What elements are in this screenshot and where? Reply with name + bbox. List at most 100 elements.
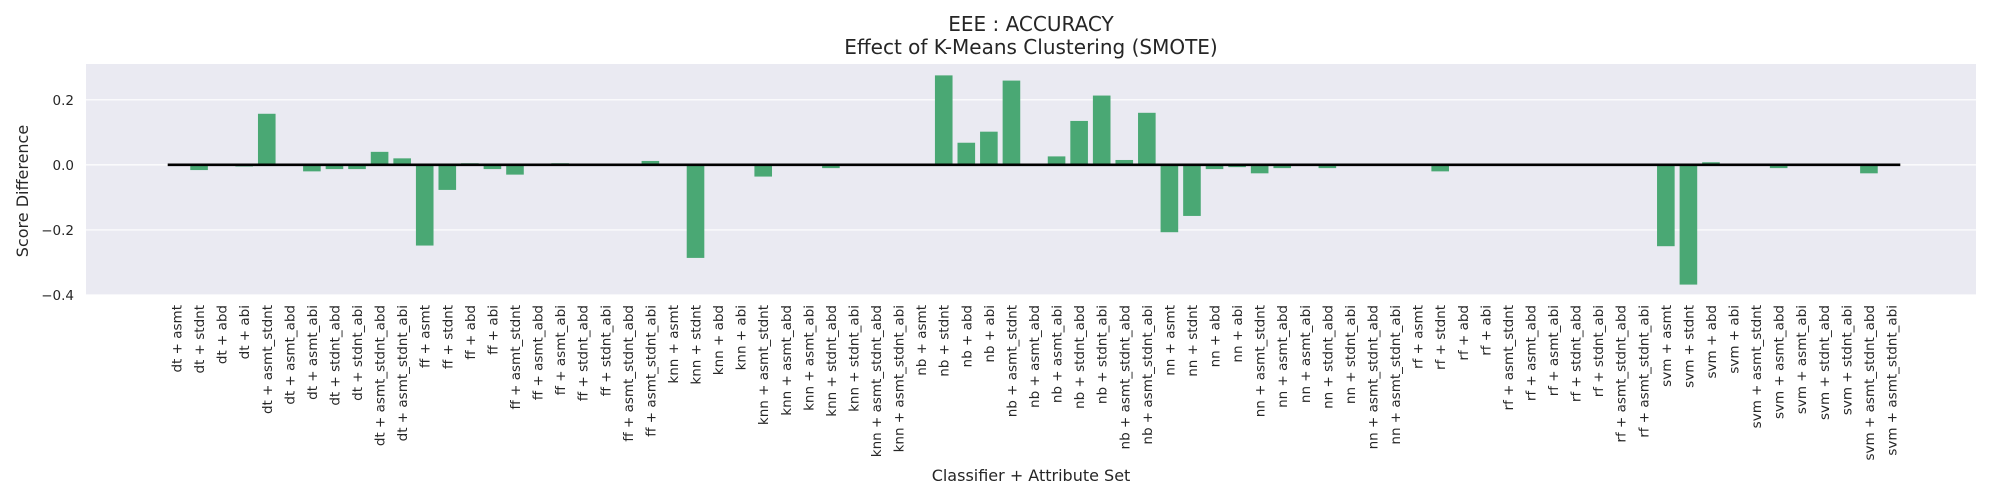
x-tick-label: rf + asmt_stdnt_abd — [1614, 305, 1630, 443]
x-tick-label: dt + abi — [237, 305, 253, 359]
x-tick-label: nn + asmt_stdnt_abi — [1388, 305, 1404, 445]
x-tick-labels: dt + asmt dt + stdnt dt + abd dt + abi dt + … — [170, 305, 1901, 460]
x-axis-label: Classifier + Attribute Set — [932, 466, 1131, 485]
bar — [438, 164, 457, 190]
x-tick-label: nn + abd — [1208, 305, 1224, 367]
x-tick-label: ff + stdnt_abi — [598, 305, 614, 396]
x-tick-label: knn + asmt_stdnt_abi — [892, 305, 908, 452]
x-tick-label: rf + abd — [1456, 305, 1472, 361]
x-tick-label: nn + asmt — [1162, 305, 1178, 376]
y-tick-labels: −0.4 −0.2 0.0 0.2 — [41, 93, 74, 304]
bar — [1657, 164, 1675, 247]
x-tick-label: rf + asmt_abd — [1523, 305, 1539, 401]
x-tick-label: svm + asmt_stdnt_abi — [1885, 305, 1901, 456]
x-tick-label: dt + asmt — [170, 305, 186, 373]
x-tick-label: dt + stdnt_abi — [350, 305, 366, 401]
x-tick-label: ff + abi — [485, 305, 501, 355]
bar — [1183, 164, 1201, 216]
x-tick-label: rf + asmt — [1411, 305, 1427, 369]
x-tick-label: nb + asmt_stdnt — [1004, 305, 1020, 417]
x-tick-label: knn + stdnt_abi — [846, 305, 862, 412]
y-tick-label: 0.2 — [53, 93, 74, 109]
bar — [348, 164, 366, 170]
bar — [1160, 164, 1179, 233]
bar — [1138, 112, 1156, 165]
x-tick-label: dt + stdnt_abd — [327, 305, 343, 406]
x-tick-label: knn + asmt_abi — [801, 305, 817, 411]
x-tick-label: dt + asmt_abi — [305, 305, 321, 400]
x-tick-label: dt + asmt_abd — [282, 305, 298, 405]
x-tick-label: svm + asmt_stdnt_abd — [1862, 305, 1878, 460]
x-tick-label: ff + asmt_stdnt_abi — [643, 305, 659, 437]
bar — [1679, 164, 1698, 285]
bar — [1115, 159, 1134, 165]
x-tick-label: nb + asmt_stdnt_abd — [1117, 305, 1133, 449]
y-tick-label: −0.4 — [41, 288, 74, 304]
x-tick-label: rf + asmt_stdnt — [1501, 305, 1517, 410]
bar — [1431, 164, 1449, 172]
x-tick-label: knn + asmt_stdnt — [756, 305, 772, 425]
x-tick-label: ff + stdnt_abd — [576, 305, 592, 401]
x-tick-label: rf + asmt_abi — [1546, 305, 1562, 396]
x-tick-label: dt + asmt_stdnt_abi — [395, 305, 411, 441]
bar — [506, 164, 524, 175]
x-tick-label: nn + stdnt_abi — [1343, 305, 1359, 404]
x-tick-label: nn + asmt_abi — [1298, 305, 1314, 403]
bar — [415, 164, 434, 246]
x-tick-label: knn + stdnt — [689, 305, 705, 385]
bar — [1002, 80, 1021, 165]
bar — [1205, 164, 1224, 170]
bar — [190, 164, 208, 171]
x-tick-label: dt + abd — [215, 305, 231, 364]
bar — [754, 164, 773, 177]
x-tick-label: rf + asmt_stdnt_abi — [1636, 305, 1652, 438]
bar — [1273, 164, 1292, 169]
x-tick-label: nb + asmt_stdnt_abi — [1140, 305, 1156, 445]
bars — [190, 75, 1878, 285]
bar — [980, 131, 998, 165]
bar — [641, 160, 660, 165]
x-tick-label: svm + asmt — [1659, 305, 1675, 387]
x-tick-label: rf + stdnt_abd — [1569, 305, 1585, 402]
bar — [1250, 164, 1269, 174]
x-tick-label: svm + asmt_abd — [1772, 305, 1788, 419]
x-tick-label: ff + asmt_stdnt — [508, 305, 524, 409]
x-tick-label: ff + asmt_abd — [531, 305, 547, 400]
bar — [957, 142, 976, 165]
x-tick-label: svm + stdnt_abd — [1817, 305, 1833, 420]
bar — [325, 164, 344, 170]
x-tick-label: ff + stdnt — [440, 305, 456, 369]
bar — [1092, 95, 1111, 165]
bar — [257, 113, 276, 165]
x-tick-label: nn + asmt_stdnt_abd — [1365, 305, 1381, 449]
x-tick-label: ff + asmt_stdnt_abd — [621, 305, 637, 442]
bar — [393, 158, 411, 165]
x-tick-label: nb + abi — [982, 305, 998, 363]
bar — [686, 164, 705, 258]
x-tick-label: ff + abd — [463, 305, 479, 360]
x-tick-label: nn + asmt_abd — [1275, 305, 1291, 408]
bar — [370, 151, 389, 165]
x-tick-label: svm + asmt_stdnt — [1749, 305, 1765, 428]
x-tick-label: nb + asmt_abd — [1027, 305, 1043, 408]
chart-subtitle: Effect of K-Means Clustering (SMOTE) — [844, 35, 1217, 59]
x-tick-label: dt + asmt_stdnt_abd — [373, 305, 389, 446]
x-tick-label: dt + stdnt — [192, 305, 208, 374]
x-tick-label: dt + asmt_stdnt — [260, 305, 276, 414]
x-tick-label: knn + stdnt_abd — [824, 305, 840, 417]
x-tick-label: ff + asmt — [418, 305, 434, 368]
bar — [1047, 156, 1066, 165]
x-tick-label: nn + asmt_stdnt — [1253, 305, 1269, 417]
x-tick-label: nn + abi — [1230, 305, 1246, 363]
bar — [1702, 162, 1720, 165]
x-tick-label: svm + stdnt_abi — [1839, 305, 1855, 415]
x-tick-label: ff + asmt_abi — [553, 305, 569, 395]
x-tick-label: svm + asmt_abi — [1794, 305, 1810, 414]
x-tick-label: knn + asmt_abd — [779, 305, 795, 416]
x-tick-label: nn + stdnt — [1185, 305, 1201, 377]
x-tick-label: nb + stdnt_abi — [1095, 305, 1111, 404]
bar — [1070, 120, 1088, 165]
y-tick-label: 0.0 — [53, 158, 74, 174]
